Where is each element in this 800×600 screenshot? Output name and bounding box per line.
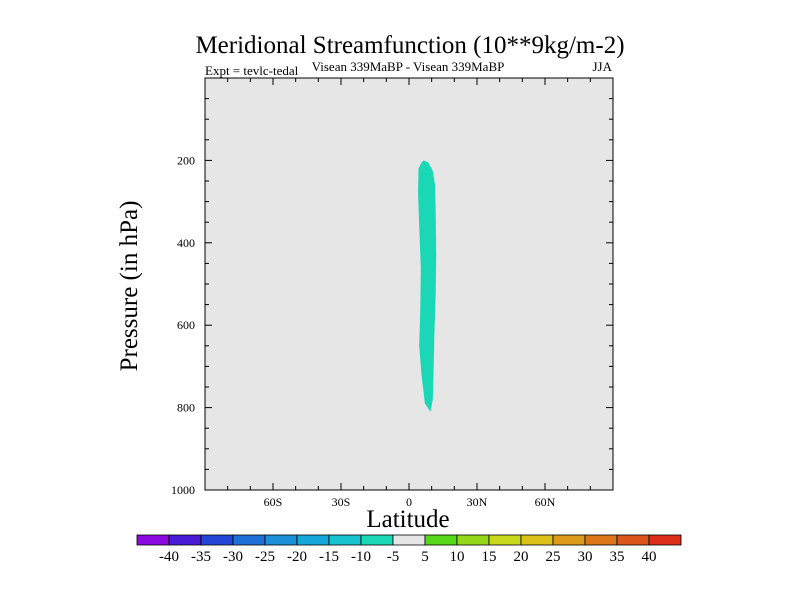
x-tick-label: 60S bbox=[264, 495, 283, 509]
x-tick-labels: 60S 30S 0 30N 60N bbox=[264, 495, 556, 509]
x-tick-label: 30N bbox=[467, 495, 488, 509]
colorbar-label: -5 bbox=[387, 549, 400, 565]
colorbar-swatch bbox=[392, 534, 426, 546]
colorbar-label: -40 bbox=[159, 549, 179, 565]
colorbar-swatch bbox=[168, 534, 202, 546]
y-tick-label: 600 bbox=[177, 318, 195, 332]
x-axis-label: Latitude bbox=[366, 506, 449, 533]
x-tick-label: 60N bbox=[535, 495, 556, 509]
colorbar-label: 5 bbox=[421, 549, 429, 565]
y-tick-label: 400 bbox=[177, 236, 195, 250]
colorbar-swatch bbox=[328, 534, 362, 546]
plot-area bbox=[205, 78, 613, 490]
y-axis-label: Pressure (in hPa) bbox=[116, 201, 143, 372]
y-tick-labels: 200 400 600 800 1000 bbox=[171, 153, 195, 497]
colorbar-label: 20 bbox=[514, 549, 529, 565]
x-tick-label: 30S bbox=[332, 495, 351, 509]
colorbar-swatch bbox=[456, 534, 490, 546]
colorbar-label: -10 bbox=[351, 549, 371, 565]
colorbar-swatch bbox=[552, 534, 586, 546]
colorbar-label: 40 bbox=[642, 549, 657, 565]
colorbar-label: -25 bbox=[255, 549, 275, 565]
colorbar-swatch bbox=[296, 534, 330, 546]
colorbar bbox=[136, 534, 682, 546]
plot-frame bbox=[204, 77, 614, 491]
colorbar-swatch bbox=[488, 534, 522, 546]
colorbar-swatch bbox=[360, 534, 394, 546]
experiment-label: Expt = tevlc-tedal bbox=[205, 63, 299, 78]
colorbar-swatch bbox=[264, 534, 298, 546]
x-tick-label: 0 bbox=[406, 495, 412, 509]
colorbar-swatch bbox=[616, 534, 650, 546]
colorbar-label: 10 bbox=[450, 549, 465, 565]
colorbar-label: -35 bbox=[191, 549, 211, 565]
colorbar-swatch bbox=[136, 534, 170, 546]
y-tick-label: 200 bbox=[177, 153, 195, 167]
contour-layer bbox=[418, 160, 437, 412]
contour-fill-region bbox=[418, 160, 437, 412]
colorbar-swatch bbox=[232, 534, 266, 546]
chart-title: Meridional Streamfunction (10**9kg/m-2) bbox=[195, 32, 624, 59]
colorbar-label: 15 bbox=[482, 549, 497, 565]
colorbar-swatch bbox=[520, 534, 554, 546]
colorbar-swatch bbox=[584, 534, 618, 546]
colorbar-label: 30 bbox=[578, 549, 593, 565]
y-tick-label: 800 bbox=[177, 401, 195, 415]
colorbar-label: 35 bbox=[610, 549, 625, 565]
y-tick-label: 1000 bbox=[171, 483, 195, 497]
colorbar-label: -15 bbox=[319, 549, 339, 565]
colorbar-label: 25 bbox=[546, 549, 561, 565]
comparison-label: Visean 339MaBP - Visean 339MaBP bbox=[312, 59, 505, 74]
colorbar-swatch bbox=[648, 534, 682, 546]
colorbar-label: -30 bbox=[223, 549, 243, 565]
colorbar-label: -20 bbox=[287, 549, 307, 565]
colorbar-swatch bbox=[200, 534, 234, 546]
season-label: JJA bbox=[592, 59, 612, 74]
colorbar-labels: -40 -35 -30 -25 -20 -15 -10 -5 5 10 15 20 25 30 35 40 bbox=[159, 549, 657, 565]
colorbar-swatch bbox=[424, 534, 458, 546]
